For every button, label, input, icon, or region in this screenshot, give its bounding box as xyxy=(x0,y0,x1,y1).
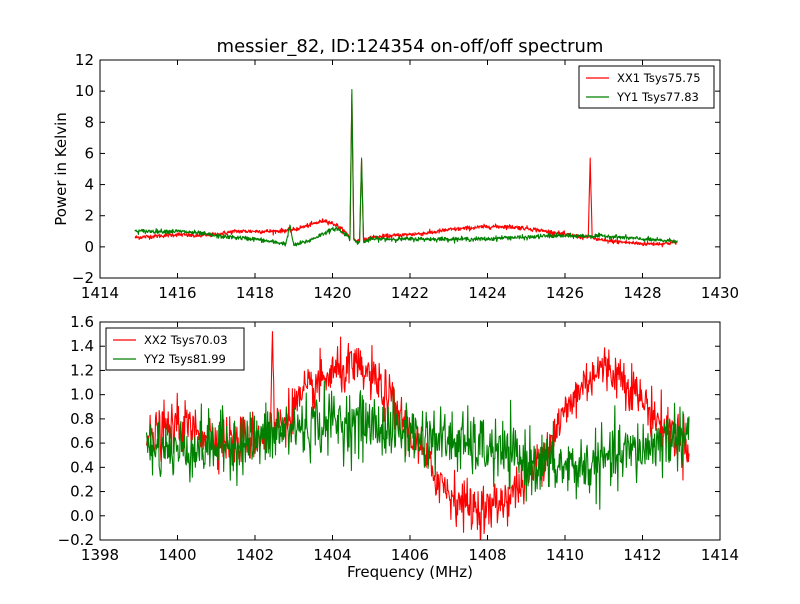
y-tick-label: 0.0 xyxy=(70,507,94,525)
y-tick-label: 8 xyxy=(84,113,94,131)
y-tick-label: 0 xyxy=(84,238,94,256)
y-tick-label: 4 xyxy=(84,176,94,194)
legend-label: XX2 Tsys70.03 xyxy=(144,333,228,347)
x-tick-label: 1430 xyxy=(701,284,739,302)
y-tick-label: 12 xyxy=(75,51,94,69)
y-tick-label: 1.6 xyxy=(70,313,94,331)
x-tick-label: 1428 xyxy=(623,284,661,302)
y-tick-label: 10 xyxy=(75,82,94,100)
legend-label: YY1 Tsys77.83 xyxy=(616,90,699,104)
y-tick-label: 0.6 xyxy=(70,434,94,452)
x-tick-label: 1406 xyxy=(391,546,429,564)
x-tick-label: 1400 xyxy=(158,546,196,564)
series-line-2 xyxy=(134,89,678,247)
x-tick-label: 1412 xyxy=(623,546,661,564)
series-line-2 xyxy=(145,380,690,510)
x-tick-label: 1414 xyxy=(701,546,739,564)
bottom-x-axis-label: Frequency (MHz) xyxy=(347,563,473,581)
y-tick-label: 0.8 xyxy=(70,410,94,428)
series-line-1 xyxy=(145,331,690,540)
y-tick-label: 1.0 xyxy=(70,386,94,404)
y-tick-label: −2 xyxy=(72,269,94,287)
x-tick-label: 1402 xyxy=(236,546,274,564)
y-tick-label: 0.4 xyxy=(70,458,94,476)
y-tick-label: 1.2 xyxy=(70,361,94,379)
legend: XX1 Tsys75.75 YY1 Tsys77.83 xyxy=(578,65,715,109)
top-axes: 1414 1416 1418 1420 1422 1424 1426 1428 1430 −2 0 2… xyxy=(72,51,739,302)
x-tick-label: 1410 xyxy=(546,546,584,564)
x-tick-label: 1414 xyxy=(81,284,119,302)
x-tick-label: 1416 xyxy=(158,284,196,302)
legend-label: XX1 Tsys75.75 xyxy=(617,71,701,85)
x-tick-label: 1404 xyxy=(313,546,351,564)
x-tick-label: 1418 xyxy=(236,284,274,302)
y-tick-label: 2 xyxy=(84,207,94,225)
x-tick-label: 1420 xyxy=(313,284,351,302)
legend-box xyxy=(578,65,715,109)
y-tick-label: −0.2 xyxy=(58,531,94,549)
legend-box xyxy=(105,327,245,371)
y-tick-label: 1.4 xyxy=(70,337,94,355)
x-tick-label: 1408 xyxy=(468,546,506,564)
top-y-axis-label: Power in Kelvin xyxy=(52,112,70,226)
x-tick-label: 1426 xyxy=(546,284,584,302)
chart-title: messier_82, ID:124354 on-off/off spectru… xyxy=(217,36,604,57)
bottom-axes: 1398 1400 1402 1404 1406 1408 1410 1412 1414 −0.2… xyxy=(58,313,740,564)
series-line-1 xyxy=(134,93,678,248)
legend: XX2 Tsys70.03 YY2 Tsys81.99 xyxy=(105,327,245,371)
x-tick-label: 1424 xyxy=(468,284,506,302)
x-tick-label: 1398 xyxy=(81,546,119,564)
legend-label: YY2 Tsys81.99 xyxy=(143,352,226,366)
y-tick-label: 6 xyxy=(84,144,94,162)
x-tick-label: 1422 xyxy=(391,284,429,302)
y-tick-label: 0.2 xyxy=(70,483,94,501)
